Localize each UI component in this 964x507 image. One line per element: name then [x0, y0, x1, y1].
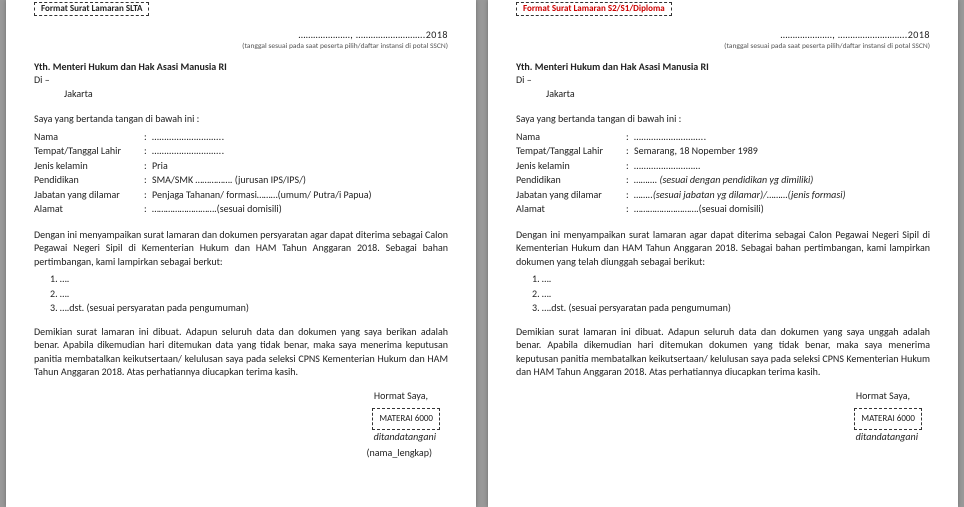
city-line: Jakarta: [546, 87, 930, 101]
value-pend: SMA/SMK ……………. (jurusan IPS/IPS/): [152, 173, 448, 187]
page-left: Format Surat Lamaran SLTA …………………, ………………: [6, 0, 476, 507]
closing-paragraph: Demikian surat lamaran ini dibuat. Adapu…: [516, 325, 930, 379]
value-jab: Penjaga Tahanan/ formasi………(umum/ Putra/…: [152, 188, 448, 202]
label-jk: Jenis kelamin: [34, 159, 144, 173]
signed-line: ditandatangani: [516, 430, 918, 444]
label-pend: Pendidikan: [516, 173, 626, 187]
label-nama: Nama: [34, 130, 144, 144]
list-item: 2. ….: [50, 287, 448, 301]
di-line: Di –: [516, 73, 930, 87]
hormat-line: Hormat Saya,: [516, 389, 910, 403]
list-item: 1. ….: [532, 272, 930, 286]
intro-line: Saya yang bertanda tangan di bawah ini :: [34, 112, 448, 126]
date-line: …………………, ……………………….2018: [34, 28, 448, 42]
attachments-list: 1. …. 2. …. 3. ….dst. (sesuai persyarata…: [50, 272, 448, 315]
format-tab-right: Format Surat Lamaran S2/S1/Diploma: [516, 2, 672, 16]
list-item: 3. ….dst. (sesuai persyaratan pada pengu…: [50, 301, 448, 315]
signed-line: ditandatangani: [34, 430, 436, 444]
label-jab: Jabatan yang dilamar: [516, 188, 626, 202]
value-ttl: Semarang, 18 Nopember 1989: [634, 144, 930, 158]
list-item: 1. ….: [50, 272, 448, 286]
signature-block: Hormat Saya, MATERAI 6000 ditandatangani…: [34, 389, 448, 460]
materai-box: MATERAI 6000: [372, 408, 440, 430]
label-nama: Nama: [516, 130, 626, 144]
format-tab-left: Format Surat Lamaran SLTA: [34, 2, 149, 16]
closing-paragraph: Demikian surat lamaran ini dibuat. Adapu…: [34, 325, 448, 379]
date-note: (tanggal sesuai pada saat peserta pilih/…: [516, 42, 930, 52]
materai-box: MATERAI 6000: [854, 408, 922, 430]
date-note: (tanggal sesuai pada saat peserta pilih/…: [34, 42, 448, 52]
label-ttl: Tempat/Tanggal Lahir: [516, 144, 626, 158]
value-nama: ………………………..: [152, 130, 448, 144]
hormat-line: Hormat Saya,: [34, 389, 428, 403]
value-jk: Pria: [152, 159, 448, 173]
attachments-list: 1. …. 2. …. 3. ….dst. (sesuai persyarata…: [532, 272, 930, 315]
value-jab: ……..(sesuai jabatan yg dilamar)/………(jeni…: [634, 188, 930, 202]
list-item: 2. ….: [532, 287, 930, 301]
body-paragraph: Dengan ini menyampaikan surat lamaran da…: [34, 228, 448, 269]
fields-block: Nama:……………………….. Tempat/Tanggal Lahir:Se…: [516, 130, 930, 216]
label-jab: Jabatan yang dilamar: [34, 188, 144, 202]
value-nama: ………………………..: [634, 130, 930, 144]
fields-block: Nama:……………………….. Tempat/Tanggal Lahir:………: [34, 130, 448, 216]
name-full-line: (nama_lengkap): [34, 446, 432, 460]
city-line: Jakarta: [64, 87, 448, 101]
value-ttl: ………………………..: [152, 144, 448, 158]
label-pend: Pendidikan: [34, 173, 144, 187]
list-item: 3. ….dst. (sesuai persyaratan pada pengu…: [532, 301, 930, 315]
addressee-block: Yth. Menteri Hukum dan Hak Asasi Manusia…: [516, 60, 930, 101]
label-ttl: Tempat/Tanggal Lahir: [34, 144, 144, 158]
date-line: …………………, ……………………….2018: [516, 28, 930, 42]
addressee-line: Yth. Menteri Hukum dan Hak Asasi Manusia…: [516, 60, 930, 74]
intro-line: Saya yang bertanda tangan di bawah ini :: [516, 112, 930, 126]
value-pend: ………. (sesuai dengan pendidikan yg dimili…: [634, 173, 930, 187]
signature-block: Hormat Saya, MATERAI 6000 ditandatangani: [516, 389, 930, 444]
page-right: Format Surat Lamaran S2/S1/Diploma ………………: [488, 0, 958, 507]
value-alm: ……………………….(sesuai domisili): [634, 202, 930, 216]
label-alm: Alamat: [34, 202, 144, 216]
label-alm: Alamat: [516, 202, 626, 216]
addressee-line: Yth. Menteri Hukum dan Hak Asasi Manusia…: [34, 60, 448, 74]
value-jk: ………………………: [634, 159, 930, 173]
di-line: Di –: [34, 73, 448, 87]
label-jk: Jenis kelamin: [516, 159, 626, 173]
value-alm: ……………………….(sesuai domisili): [152, 202, 448, 216]
body-paragraph: Dengan ini menyampaikan surat lamaran ag…: [516, 228, 930, 269]
addressee-block: Yth. Menteri Hukum dan Hak Asasi Manusia…: [34, 60, 448, 101]
